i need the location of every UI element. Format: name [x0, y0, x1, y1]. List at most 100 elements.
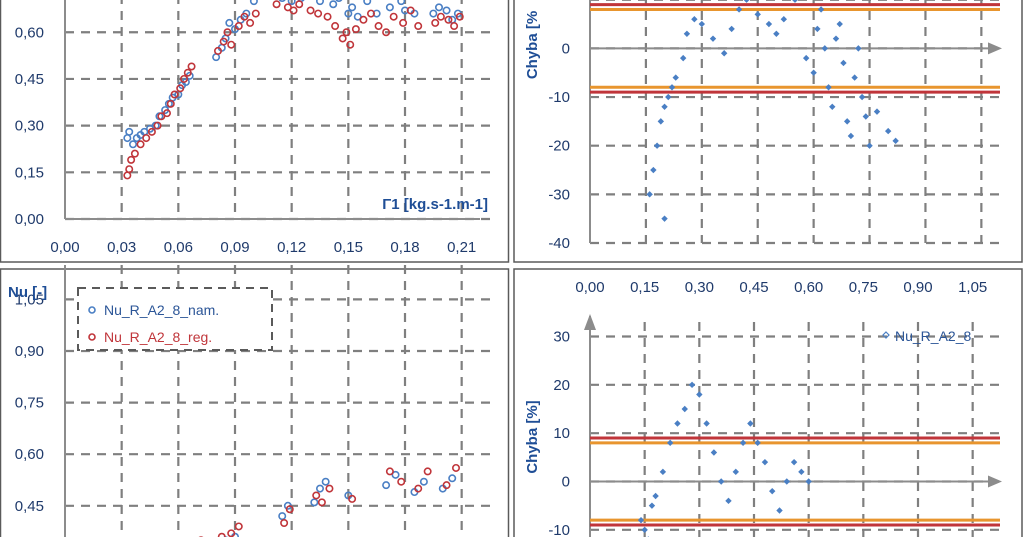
- axes: [64, 0, 480, 220]
- legend-box: [77, 287, 273, 351]
- y-tick-labels: -40 -30 -20 -10 0: [548, 40, 570, 252]
- x-axis-arrow: [988, 475, 1002, 488]
- y-tick-label: -10: [548, 522, 570, 537]
- chart-top-left: 0,00 0,03 0,06 0,09 0,12 0,15 0,18 0,21 0,00 0,1…: [15, 0, 490, 256]
- data-point: [728, 25, 735, 33]
- data-point: [389, 12, 398, 21]
- data-point: [166, 99, 175, 108]
- data-point: [431, 18, 440, 27]
- data-point: [351, 25, 360, 34]
- y-tick-labels: 0,00 0,15 0,30 0,45 0,60: [15, 24, 44, 228]
- data-point: [703, 420, 710, 427]
- data-point: [754, 439, 761, 447]
- data-point: [448, 474, 457, 483]
- data-point: [342, 28, 351, 37]
- x-tick-labels: 0,00 0,03 0,06 0,09 0,12 0,15 0,18 0,21: [50, 239, 476, 256]
- y-axis-title: Chyba [%: [524, 11, 541, 79]
- data-point: [419, 477, 428, 486]
- data-point: [348, 494, 357, 503]
- legend-marker: [882, 331, 890, 339]
- data-point: [783, 478, 790, 485]
- data-point: [225, 18, 234, 27]
- data-point: [769, 487, 776, 495]
- data-point: [414, 22, 423, 31]
- x-tick-label: 0,45: [739, 279, 768, 296]
- data-point: [659, 468, 667, 476]
- scatter-points: [123, 0, 464, 180]
- data-point: [399, 18, 408, 27]
- data-point: [665, 93, 672, 101]
- data-point: [765, 20, 773, 28]
- data-point: [802, 54, 810, 62]
- data-point: [657, 118, 665, 125]
- y-axis-title: Chyba [%]: [524, 400, 541, 473]
- x-tick-label: 0,21: [447, 239, 476, 256]
- x-tick-label: 0,15: [630, 279, 659, 296]
- data-point: [429, 9, 438, 18]
- x-tick-label: 0,15: [334, 239, 363, 256]
- data-point: [681, 405, 688, 413]
- panel-bottom-left-border: [0, 268, 510, 537]
- x-tick-label: 0,18: [390, 239, 419, 256]
- scatter-points: [198, 463, 460, 537]
- data-point: [434, 3, 443, 12]
- data-point: [227, 40, 236, 49]
- data-point: [666, 439, 674, 447]
- x-tick-label: 0,00: [575, 279, 604, 296]
- y-tick-label: 0,30: [15, 118, 44, 135]
- chart-bottom-right: 0,00 0,15 0,30 0,45 0,60 0,75 0,90 1,05 -10 0 10 2…: [524, 279, 1002, 537]
- y-tick-label: -30: [548, 186, 570, 203]
- data-point: [672, 74, 679, 81]
- data-point: [843, 118, 851, 125]
- data-point: [272, 0, 281, 9]
- data-point: [287, 0, 296, 6]
- data-point: [223, 28, 232, 37]
- panel-top-right-border: [513, 0, 1023, 263]
- data-point: [652, 492, 659, 500]
- data-point: [780, 15, 788, 23]
- x-tick-label: 0,90: [903, 279, 932, 296]
- data-point: [240, 12, 249, 21]
- x-tick-label: 0,09: [220, 239, 249, 256]
- data-point: [234, 22, 243, 31]
- data-point: [646, 191, 653, 198]
- data-point: [840, 59, 847, 67]
- data-point: [829, 103, 836, 110]
- data-point: [851, 74, 858, 81]
- x-tick-label: 0,12: [277, 239, 306, 256]
- data-point: [455, 12, 464, 21]
- data-point: [444, 15, 453, 24]
- data-point: [278, 0, 286, 3]
- data-point: [315, 484, 324, 493]
- data-point: [212, 53, 221, 62]
- data-point: [710, 449, 718, 456]
- y-tick-label: 30: [553, 329, 570, 346]
- tolerance-lines: [590, 3, 1000, 94]
- data-point: [251, 9, 260, 18]
- data-point: [176, 84, 185, 93]
- data-point: [637, 516, 645, 524]
- data-point: [776, 507, 783, 514]
- y-tick-labels: 0,45 0,60 0,75 0,90 1,05: [15, 291, 44, 514]
- data-point: [317, 498, 326, 507]
- x-tick-label: 0,60: [794, 279, 823, 296]
- data-point: [295, 0, 304, 9]
- data-point: [130, 149, 139, 158]
- data-point: [798, 468, 805, 476]
- scatter-points: [637, 381, 812, 537]
- data-point: [123, 171, 132, 180]
- data-point: [718, 478, 725, 485]
- data-point: [335, 0, 343, 3]
- panel-bottom-right-border: [513, 268, 1023, 537]
- y-axis-arrow: [584, 314, 596, 330]
- data-point: [348, 3, 357, 12]
- y-tick-label: 0: [562, 40, 570, 57]
- data-point: [810, 69, 817, 76]
- data-point: [747, 420, 754, 427]
- data-point: [754, 11, 761, 18]
- y-tick-label: 0,15: [15, 164, 44, 181]
- data-point: [661, 103, 668, 110]
- data-point: [385, 3, 394, 12]
- chart-bottom-left: 0,45 0,60 0,75 0,90 1,05 Nu [-] Nu_R_A2_8_na…: [8, 265, 490, 537]
- data-point: [423, 467, 432, 476]
